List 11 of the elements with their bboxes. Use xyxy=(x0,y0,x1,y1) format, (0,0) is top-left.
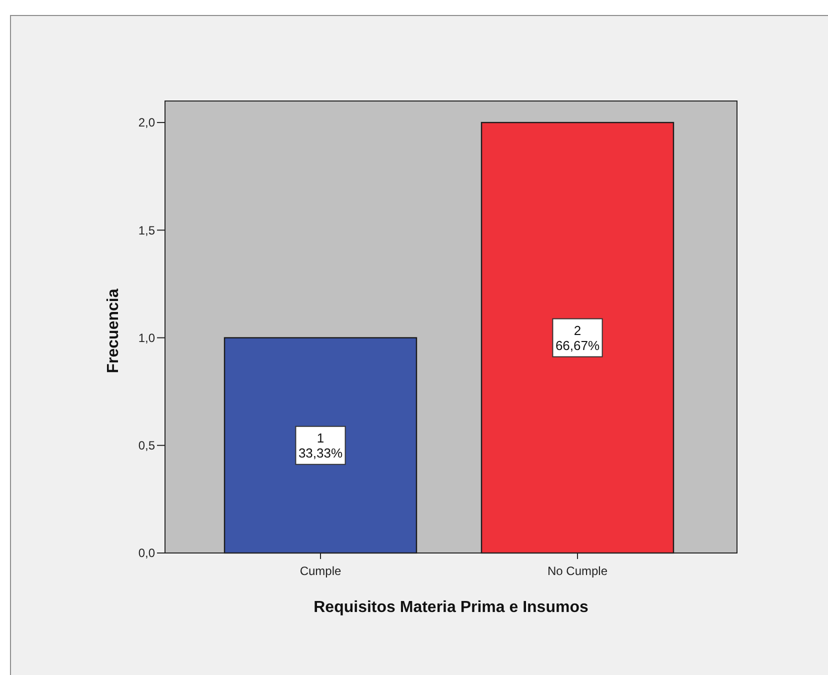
y-tick-label: 1,5 xyxy=(138,223,156,238)
y-tick-label: 0,5 xyxy=(138,438,156,453)
y-tick-label: 1,0 xyxy=(138,330,156,345)
x-tick-label: No Cumple xyxy=(547,564,608,578)
y-tick-label: 0,0 xyxy=(138,546,156,560)
x-tick-label: Cumple xyxy=(300,564,342,578)
y-axis-title: Frecuencia xyxy=(105,288,122,374)
data-label: 1 33,33% xyxy=(298,430,343,460)
x-axis-title: Requisitos Materia Prima e Insumos xyxy=(314,599,588,616)
data-label: 2 66,67% xyxy=(555,322,600,353)
y-tick-label: 2,0 xyxy=(138,116,156,130)
